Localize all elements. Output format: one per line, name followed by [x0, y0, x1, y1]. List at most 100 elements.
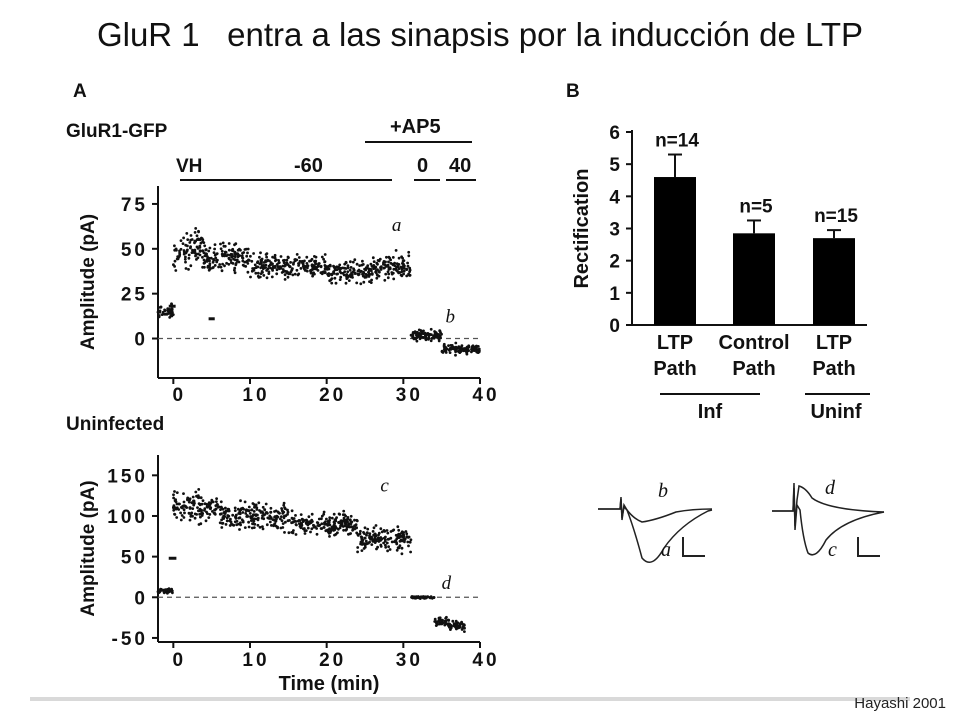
data-point: [309, 530, 312, 534]
data-point: [319, 264, 323, 268]
data-point: [223, 254, 226, 258]
data-point: [355, 281, 359, 285]
data-point: [336, 531, 339, 535]
y-tick-label: 5: [609, 155, 620, 176]
data-point: [317, 524, 321, 528]
data-point: [440, 332, 443, 336]
data-point: [314, 255, 318, 259]
data-point: [246, 247, 250, 251]
group-label: Inf: [698, 401, 723, 423]
data-point: [346, 516, 350, 519]
data-point: [463, 630, 466, 633]
data-point: [373, 538, 377, 542]
data-point: [221, 507, 225, 511]
data-point: [364, 266, 368, 270]
data-point: [158, 309, 162, 313]
category-label: Path: [732, 358, 775, 380]
data-point: [397, 256, 401, 260]
data-point: [245, 514, 249, 517]
data-point: [325, 517, 328, 521]
data-point: [248, 512, 252, 515]
data-point: [265, 259, 269, 263]
data-point: [296, 273, 300, 277]
data-point: [300, 522, 303, 525]
data-point: [363, 543, 367, 547]
data-point: [298, 522, 301, 526]
data-point: [414, 337, 418, 341]
data-point: [157, 306, 161, 309]
data-point: [303, 532, 307, 535]
data-point: [297, 256, 301, 259]
data-point: [370, 273, 374, 276]
data-point: [312, 525, 316, 529]
data-point: [196, 506, 199, 509]
data-point: [369, 262, 373, 266]
data-point: [364, 268, 368, 272]
data-point: [406, 264, 410, 268]
data-point: [170, 302, 173, 306]
data-point: [438, 616, 442, 620]
data-point: [221, 262, 225, 266]
data-point: [256, 271, 260, 275]
data-point: [368, 280, 371, 283]
data-point: [241, 259, 245, 263]
trace-annotation: a: [392, 215, 402, 236]
data-point: [216, 505, 220, 509]
trace-annotation: b: [446, 306, 456, 327]
data-point: [422, 332, 425, 335]
trace-b: [598, 498, 713, 523]
data-point: [477, 347, 481, 351]
data-point: [288, 265, 292, 269]
data-point: [244, 247, 248, 251]
data-point: [189, 264, 193, 268]
data-point: [174, 507, 178, 511]
data-point: [277, 261, 281, 264]
data-point: [212, 251, 216, 255]
data-point: [299, 513, 303, 516]
data-point: [298, 259, 302, 263]
data-point: [363, 536, 367, 540]
data-point: [341, 266, 345, 270]
data-point: [259, 266, 263, 270]
data-point: [265, 255, 268, 259]
data-point: [227, 262, 231, 266]
data-point: [204, 248, 208, 252]
data-point: [355, 519, 359, 523]
data-point: [186, 497, 189, 501]
data-point: [204, 252, 208, 256]
data-point: [208, 262, 212, 266]
data-point: [433, 617, 437, 621]
data-point: [424, 336, 428, 339]
data-point: [300, 525, 303, 528]
data-point: [405, 532, 409, 536]
data-point: [391, 271, 395, 275]
data-point: [173, 490, 176, 493]
data-point: [244, 508, 248, 512]
trace-letter-d: d: [825, 477, 836, 499]
epsc-traces-infected: b a: [598, 480, 713, 563]
data-point: [476, 345, 480, 348]
data-point: [284, 264, 287, 267]
data-point: [291, 273, 295, 277]
data-point: [349, 273, 352, 277]
data-point: [360, 263, 364, 267]
x-tick-label: 40: [472, 650, 499, 671]
data-point: [438, 329, 442, 333]
data-point: [227, 257, 231, 261]
data-point: [270, 267, 274, 271]
data-point: [201, 499, 205, 502]
data-point: [297, 262, 301, 265]
data-point: [440, 349, 444, 353]
data-point: [317, 264, 320, 268]
data-point: [218, 263, 222, 266]
data-point: [200, 237, 204, 241]
data-point: [348, 268, 352, 272]
data-point: [233, 268, 236, 272]
data-point: [332, 264, 335, 268]
data-point: [349, 514, 353, 518]
data-point: [333, 276, 337, 280]
data-point: [172, 504, 176, 507]
data-point: [210, 498, 214, 502]
data-point: [345, 528, 348, 531]
data-point: [337, 512, 341, 516]
